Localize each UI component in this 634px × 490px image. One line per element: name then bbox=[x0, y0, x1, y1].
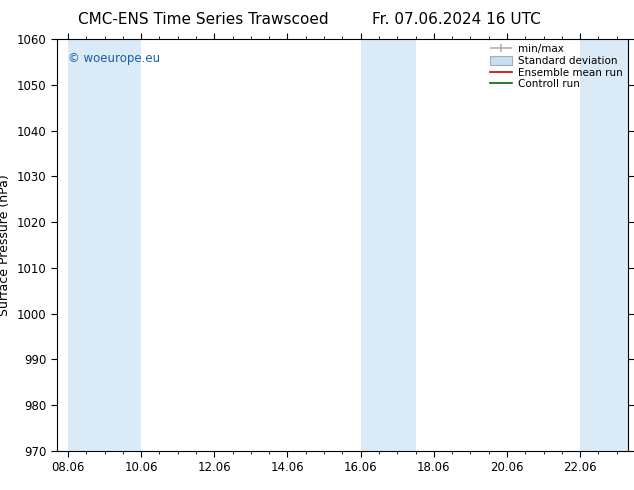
Legend: min/max, Standard deviation, Ensemble mean run, Controll run: min/max, Standard deviation, Ensemble me… bbox=[488, 42, 624, 91]
Y-axis label: Surface Pressure (hPa): Surface Pressure (hPa) bbox=[0, 174, 11, 316]
Bar bbox=[68, 39, 141, 451]
Bar bbox=[580, 39, 628, 451]
Text: © woeurope.eu: © woeurope.eu bbox=[68, 51, 160, 65]
Text: Fr. 07.06.2024 16 UTC: Fr. 07.06.2024 16 UTC bbox=[372, 12, 541, 27]
Bar bbox=[361, 39, 415, 451]
Text: CMC-ENS Time Series Trawscoed: CMC-ENS Time Series Trawscoed bbox=[77, 12, 328, 27]
